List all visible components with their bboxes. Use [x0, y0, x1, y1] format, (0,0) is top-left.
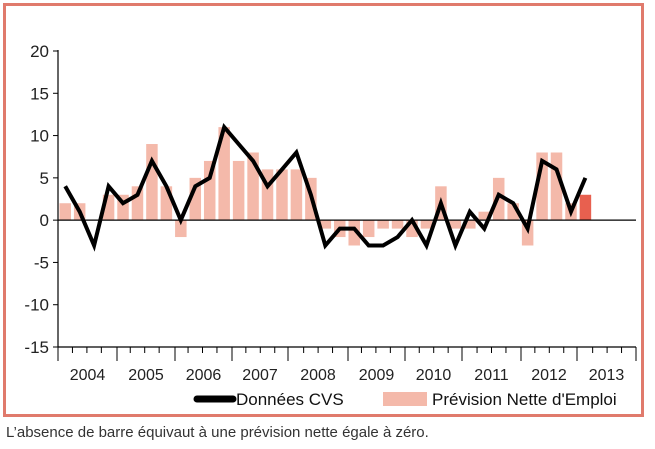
- bar-8: [175, 220, 187, 238]
- y-axis: -15 -10 -5 0 5 10 15 20: [24, 42, 59, 357]
- legend-label-donnees-cvs: Données CVS: [236, 390, 344, 409]
- footnote: L’absence de barre équivaut à une prévis…: [6, 424, 429, 441]
- bar-18: [319, 220, 332, 229]
- bar-7: [160, 186, 173, 221]
- bar-15: [276, 169, 288, 221]
- x-tick-label: 2012: [531, 367, 567, 384]
- bar-0: [59, 203, 71, 221]
- bar-20: [348, 220, 360, 246]
- bar-32: [521, 220, 534, 246]
- y-tick-label: -15: [24, 338, 49, 357]
- y-tick-label: 0: [40, 211, 49, 230]
- legend-label-prevision: Prévision Nette d'Emploi: [432, 390, 617, 409]
- bar-27: [449, 220, 462, 229]
- y-tick-label: -10: [24, 296, 49, 315]
- x-tick-label: 2007: [242, 367, 278, 384]
- line-series-donnees-cvs: [63, 122, 588, 252]
- y-tick-label: 15: [30, 84, 49, 103]
- bar-4: [117, 194, 129, 221]
- bar-21: [362, 220, 375, 238]
- bar-34: [550, 152, 563, 221]
- bar-33: [536, 152, 548, 221]
- x-tick-label: 2008: [300, 367, 336, 384]
- bar-31: [507, 203, 519, 221]
- bar-16: [290, 169, 303, 221]
- y-tick-label: -5: [34, 253, 49, 272]
- bar-12: [232, 160, 245, 221]
- x-axis: 2004 2005 2006 2007 2008 2009 2010 2011 2012 2013: [57, 346, 637, 384]
- bar-14: [261, 169, 274, 221]
- y-tick-label: 5: [40, 169, 49, 188]
- x-tick-label: 2005: [128, 367, 164, 384]
- x-tick-label: 2011: [474, 367, 509, 384]
- x-tick-label: 2013: [589, 367, 625, 384]
- y-tick-label: 10: [30, 127, 49, 146]
- bar-11: [218, 127, 230, 221]
- bar-9: [189, 177, 202, 221]
- legend-swatch-prevision: [383, 392, 427, 406]
- x-tick-label: 2004: [70, 367, 106, 384]
- bar-23: [391, 220, 404, 229]
- x-tick-label: 2009: [359, 367, 395, 384]
- bar-25: [420, 220, 433, 229]
- bar-24: [406, 220, 418, 238]
- x-tick-label: 2010: [416, 367, 452, 384]
- bar-22: [377, 220, 389, 229]
- bar-13: [247, 152, 259, 221]
- bar-6: [146, 144, 158, 221]
- bar-5: [131, 186, 144, 221]
- bar-29: [478, 211, 491, 221]
- chart-frame: [3, 3, 644, 417]
- x-tick-label: 2006: [186, 367, 222, 384]
- bar-10: [203, 160, 216, 221]
- bar-36: [579, 194, 592, 221]
- legend: Données CVS Prévision Nette d'Emploi: [193, 390, 617, 409]
- y-tick-label: 20: [30, 42, 49, 61]
- bar-3: [102, 194, 115, 221]
- bar-28: [464, 220, 476, 229]
